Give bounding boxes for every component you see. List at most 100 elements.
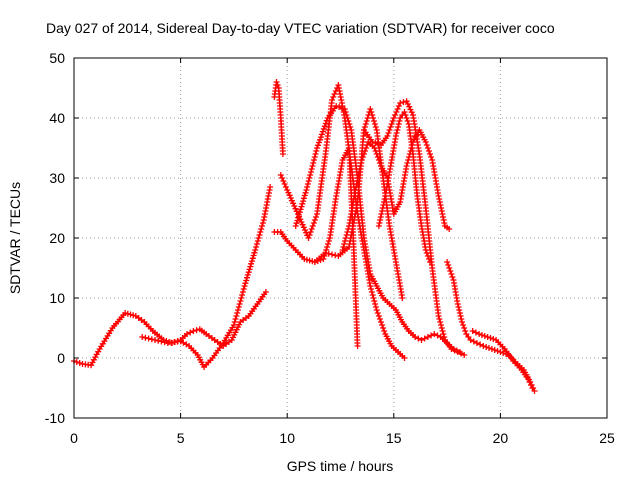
data-point-plus <box>249 255 256 262</box>
data-point-plus <box>305 235 312 241</box>
data-point-plus <box>401 109 408 115</box>
data-point-plus <box>239 292 246 298</box>
data-point-plus <box>248 260 255 267</box>
data-point-plus <box>369 112 376 118</box>
data-point-plus <box>368 286 375 292</box>
data-point-plus <box>491 347 498 353</box>
data-point-plus <box>241 283 248 289</box>
data-point-plus <box>494 348 501 354</box>
data-point-plus <box>440 331 447 337</box>
data-point-plus <box>455 304 462 310</box>
data-point-plus <box>322 250 329 256</box>
data-point-plus <box>242 280 249 287</box>
x-axis-label: GPS time / hours <box>287 458 394 474</box>
data-point-plus <box>481 333 488 339</box>
data-point-plus <box>380 325 387 331</box>
data-point-plus <box>259 223 265 229</box>
data-point-plus <box>311 154 318 160</box>
data-point-plus <box>449 274 456 280</box>
data-point-plus <box>325 250 332 257</box>
data-point-plus <box>293 208 300 215</box>
data-point-plus <box>371 298 378 304</box>
data-point-plus <box>324 244 331 250</box>
data-point-plus <box>369 292 376 298</box>
data-point-plus <box>238 295 245 301</box>
data-point-plus <box>448 346 455 352</box>
data-point-plus <box>142 334 149 341</box>
data-point-plus <box>458 316 465 322</box>
data-point-plus <box>233 313 240 319</box>
data-point-plus <box>282 184 289 190</box>
data-point-plus <box>435 313 442 319</box>
data-point-plus <box>368 289 375 295</box>
data-point-plus <box>300 195 307 202</box>
data-point-plus <box>359 154 366 160</box>
data-point-plus <box>303 256 310 263</box>
data-point-plus <box>331 91 338 97</box>
data-point-plus <box>395 121 402 127</box>
chart-title: Day 027 of 2014, Sidereal Day-to-day VTE… <box>46 20 555 36</box>
data-point-plus <box>403 115 410 121</box>
data-point-plus <box>325 238 332 244</box>
data-point-plus <box>438 325 445 331</box>
data-point-plus <box>371 145 378 151</box>
data-point-plus <box>279 151 286 157</box>
data-point-plus <box>330 94 337 100</box>
data-point-plus <box>407 106 414 113</box>
data-point-plus <box>235 304 242 310</box>
data-point-plus <box>279 175 286 181</box>
data-point-plus <box>421 335 428 342</box>
data-point-plus <box>139 334 146 340</box>
data-point-plus <box>363 145 370 151</box>
data-point-plus <box>456 310 463 316</box>
data-point-plus <box>190 328 197 334</box>
data-point-plus <box>302 189 309 196</box>
data-point-plus <box>461 325 468 331</box>
series-layer <box>71 79 538 394</box>
data-point-plus <box>460 322 467 328</box>
data-point-plus <box>148 336 155 343</box>
data-point-plus <box>329 251 335 258</box>
data-point-plus <box>381 328 388 334</box>
data-point-plus <box>444 259 451 265</box>
data-point-plus <box>354 343 361 349</box>
data-point-plus <box>258 226 265 232</box>
data-point-plus <box>314 145 320 151</box>
data-point-plus <box>392 133 399 139</box>
x-tick-labels: 0 5 10 15 20 25 <box>70 430 615 446</box>
data-point-plus <box>448 271 455 277</box>
data-point-plus <box>374 310 381 316</box>
data-point-plus <box>458 350 464 357</box>
data-point-plus <box>281 181 288 187</box>
data-point-plus <box>259 220 266 226</box>
data-point-plus <box>445 262 452 268</box>
data-point-plus <box>406 103 413 110</box>
data-point-plus <box>240 286 247 292</box>
data-point-plus <box>316 139 322 146</box>
data-point-plus <box>424 253 431 259</box>
data-point-plus <box>338 105 345 111</box>
data-point-plus <box>434 332 441 339</box>
data-point-plus <box>248 258 255 265</box>
data-point-plus <box>252 247 259 253</box>
x-tick-label: 25 <box>599 430 615 446</box>
data-point-plus <box>310 220 317 226</box>
series-track-2 <box>139 184 274 370</box>
data-point-plus <box>376 160 383 166</box>
data-point-plus <box>158 338 165 345</box>
data-point-plus <box>386 127 393 133</box>
data-point-plus <box>477 341 484 348</box>
data-point-plus <box>342 238 348 244</box>
data-point-plus <box>357 163 364 169</box>
data-point-plus <box>232 316 239 322</box>
data-point-plus <box>296 211 302 218</box>
data-point-plus <box>325 241 331 247</box>
data-point-plus <box>273 79 280 85</box>
data-point-plus <box>426 148 432 154</box>
data-point-plus <box>311 157 317 163</box>
data-point-plus <box>152 337 158 343</box>
data-point-plus <box>364 142 371 148</box>
data-point-plus <box>447 268 454 274</box>
y-tick-label: 20 <box>49 230 65 246</box>
